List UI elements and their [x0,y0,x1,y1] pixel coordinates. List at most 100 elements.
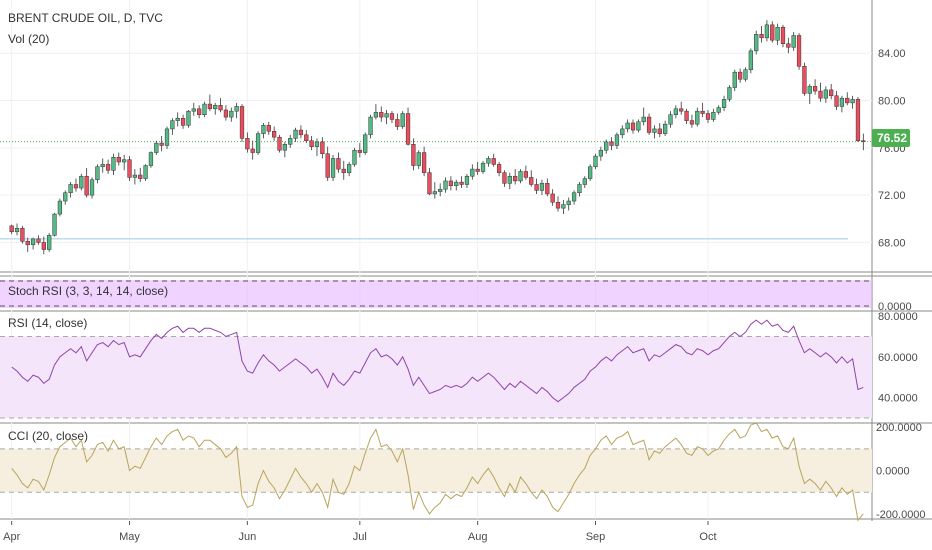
candle-body [304,134,309,141]
candle-body [438,188,443,192]
candle-body [593,155,598,167]
candle-body [598,149,603,157]
candle-body [695,110,700,125]
candle-body [346,164,352,173]
candle-body [663,123,668,134]
candle-body [791,35,796,48]
candle-body [132,174,137,178]
price-badge: 76.52 [872,129,910,147]
x-tick-label: May [119,531,140,543]
candle-body [68,184,73,194]
candle-body [807,86,812,94]
candle-body [309,140,314,147]
candle-body [502,172,507,184]
rsi-panel [0,319,872,419]
stoch-tick-label: 0.0000 [878,301,912,313]
candle-body [379,112,384,118]
candle-body [818,90,823,99]
candle-body [459,181,464,185]
candle-body [159,142,164,146]
cci-title: CCI (20, close) [8,429,88,443]
x-tick-label: Aug [468,531,488,543]
candle-body [57,200,63,215]
candle-body [743,69,748,80]
candle-body [36,238,41,243]
rsi-tick-label: 80.0000 [878,311,918,323]
candle-body [775,26,780,41]
candle-body [427,172,432,195]
candle-body [84,175,89,196]
candle-body [288,138,293,145]
candle-body [491,158,496,165]
stoch-rsi-panel [0,280,872,308]
candle-body [780,26,786,45]
candle-body [143,165,148,179]
candle-body [679,108,684,112]
cci-panel [0,422,872,522]
candle-body [496,164,502,173]
cci-tick-label: -200.0000 [876,509,926,521]
candle-body [609,141,614,146]
candle-body [239,106,245,139]
x-tick-label: Jul [353,531,367,543]
candle-body [293,129,298,139]
x-tick-label: Jun [238,531,256,543]
candle-body [175,118,180,121]
candle-body [138,174,143,179]
candle-body [400,113,405,127]
candle-body [261,125,266,134]
candle-body [812,86,818,92]
candle-body [325,153,330,178]
candle-body [336,158,341,170]
candle-body [111,157,116,171]
candle-body [454,181,459,186]
candle-body [272,131,277,138]
candle-body [250,148,255,153]
candle-body [700,110,705,114]
candle-body [470,168,475,177]
candle-body [127,159,132,178]
candle-body [373,112,379,118]
cci-tick-label: 0.0000 [876,466,910,478]
price-tick-label: 68.00 [878,237,906,249]
candle-body [614,134,620,146]
candle-body [802,65,807,94]
candle-body [25,241,30,246]
candle-body [620,128,625,136]
candle-body [245,138,250,150]
candle-body [213,105,218,110]
price-tick-label: 80.00 [878,96,906,108]
candle-body [9,225,14,233]
candle-body [14,227,20,233]
candle-body [234,106,239,112]
candle-body [475,168,480,172]
candle-body [202,103,207,115]
candle-body [255,133,261,153]
price-badge-text: 76.52 [877,131,907,145]
candle-body [282,144,287,151]
cci-line [11,422,864,522]
candle-body [52,213,57,236]
candle-body [721,99,727,108]
candle-body [180,118,186,126]
candle-body [689,120,695,125]
candle-body [122,159,127,163]
candle-body [545,183,550,195]
candle-body [738,71,743,80]
candle-body [716,107,721,113]
candle-body [100,164,105,167]
candle-body [207,103,212,110]
candle-body [330,158,336,178]
cci-band [0,448,872,493]
candle-body [555,201,561,209]
candle-body [668,114,673,125]
candle-body [770,24,775,41]
candle-body [41,242,46,250]
candle-body [389,113,395,120]
candle-body [625,122,630,130]
axis-layer: 84.0080.0076.0072.0068.000.000080.000060… [3,48,925,543]
candle-body [148,152,154,166]
candle-body [829,89,834,97]
price-tick-label: 72.00 [878,190,906,202]
